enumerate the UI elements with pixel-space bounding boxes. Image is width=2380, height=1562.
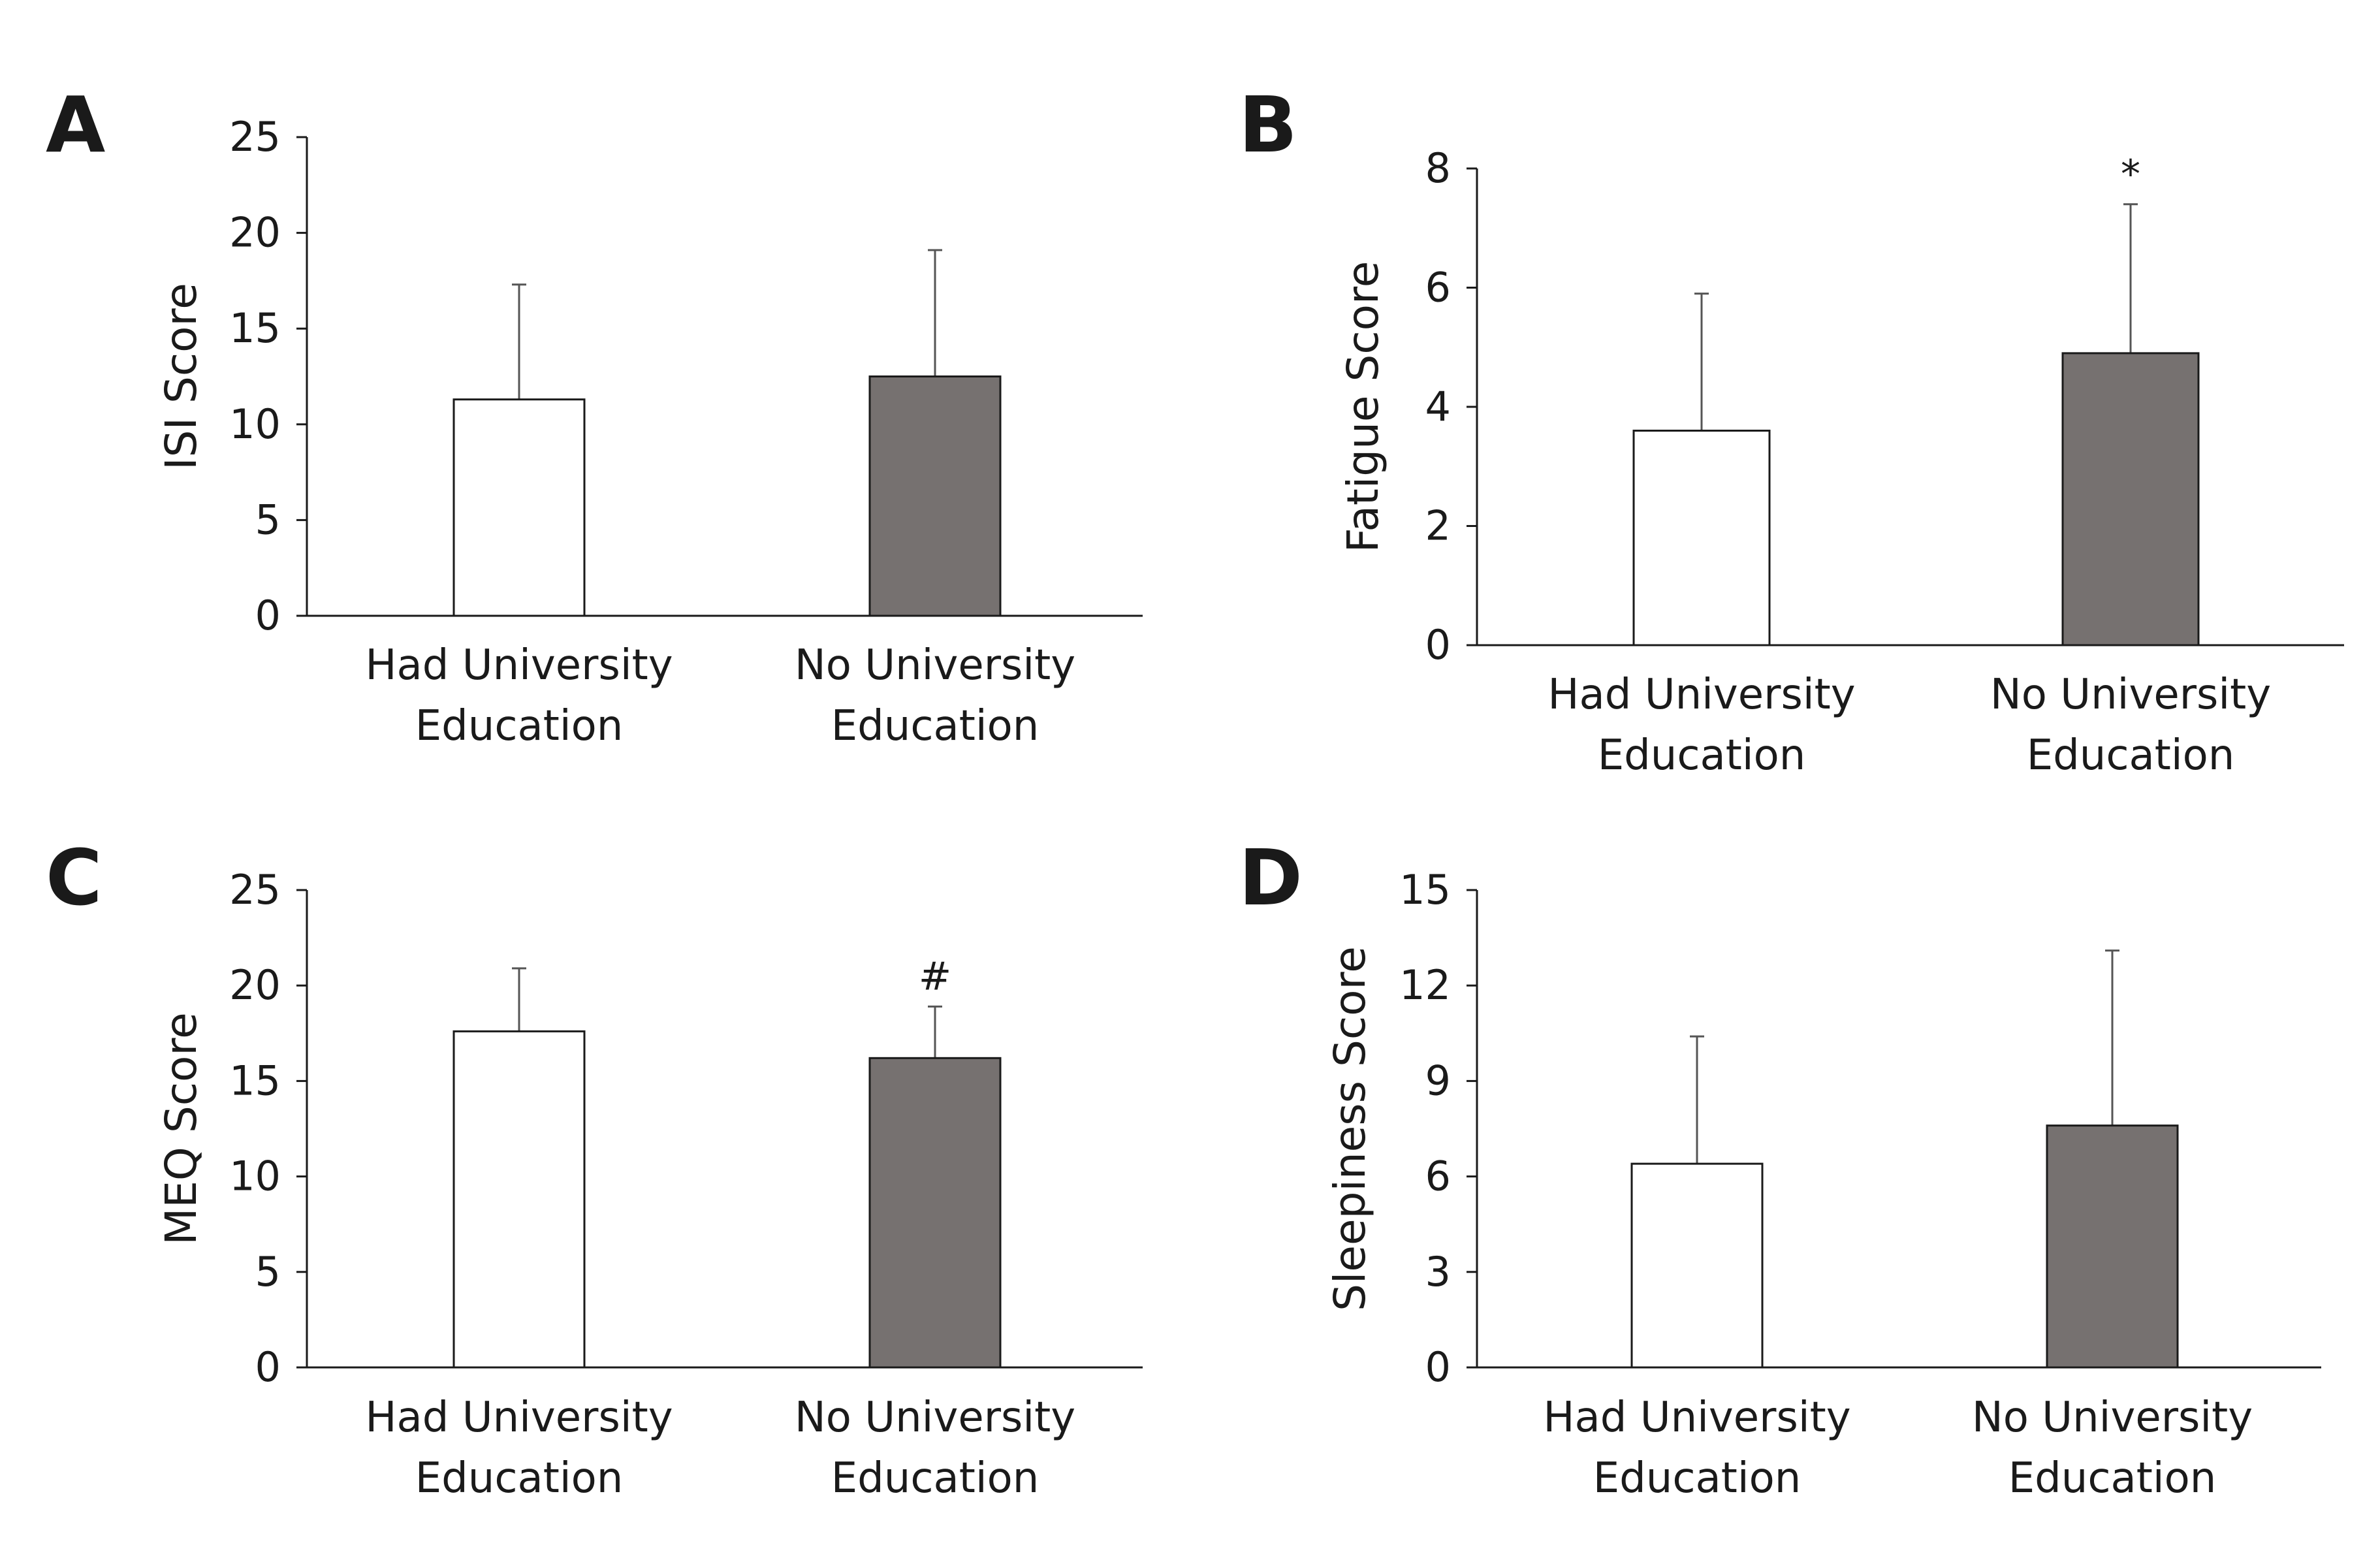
significance-mark: * — [2121, 151, 2140, 197]
panel-a: A 0 5 10 15 20 25 ISI Score Had University Educat… — [46, 80, 1143, 750]
y-tick-label: 20 — [229, 961, 281, 1009]
x-category-label: Had University — [1543, 1394, 1850, 1442]
bar-no-university — [868, 375, 1002, 617]
y-tick-label: 2 — [1425, 502, 1451, 550]
panel-c: C 0 5 10 15 20 25 MEQ Score Had University Educat… — [46, 833, 1143, 1503]
x-category-label: No University — [795, 1394, 1075, 1442]
y-tick-label: 12 — [1399, 961, 1451, 1009]
y-tick-label: 8 — [1425, 144, 1451, 192]
x-category-label: Education — [1593, 1454, 1801, 1503]
panel-letter: A — [46, 80, 105, 170]
bar-no-university — [2061, 352, 2200, 646]
x-category-label: Education — [831, 702, 1039, 750]
panel-d: D 0 3 6 9 12 15 Sleepiness Score Had University E… — [1239, 833, 2321, 1503]
x-category-label: Education — [2008, 1454, 2217, 1503]
x-category-label: No University — [795, 641, 1075, 690]
y-tick-label: 5 — [255, 1248, 281, 1296]
y-axis-title: Fatigue Score — [1338, 261, 1388, 553]
x-category-label: No University — [1990, 671, 2271, 719]
y-tick-label: 0 — [255, 1343, 281, 1391]
x-category-label: Education — [2027, 731, 2235, 780]
y-tick-label: 25 — [229, 866, 281, 914]
y-tick-label: 15 — [229, 1057, 281, 1104]
panel-letter: C — [46, 833, 103, 923]
y-axis-title: ISI Score — [156, 283, 206, 470]
x-category-label: Education — [1598, 731, 1806, 780]
x-category-label: Education — [415, 1454, 624, 1503]
y-tick-label: 15 — [1399, 866, 1451, 914]
x-category-label: Had University — [1547, 671, 1855, 719]
y-tick-label: 20 — [229, 209, 281, 257]
y-tick-label: 0 — [1425, 621, 1451, 669]
y-axis-title: Sleepiness Score — [1325, 946, 1375, 1311]
y-tick-label: 6 — [1425, 264, 1451, 311]
y-tick-label: 3 — [1425, 1248, 1451, 1296]
x-category-label: Had University — [365, 1394, 673, 1442]
panel-letter: B — [1239, 80, 1297, 170]
bar-no-university — [2046, 1124, 2179, 1369]
y-tick-label: 4 — [1425, 383, 1451, 430]
y-tick-label: 6 — [1425, 1153, 1451, 1200]
y-tick-label: 25 — [229, 113, 281, 161]
x-category-label: Education — [831, 1454, 1039, 1503]
bar-had-university — [1630, 1162, 1764, 1369]
y-tick-label: 9 — [1425, 1057, 1451, 1104]
y-tick-label: 10 — [229, 400, 281, 448]
y-tick-label: 0 — [1425, 1343, 1451, 1391]
bar-had-university — [1632, 430, 1771, 646]
y-tick-label: 0 — [255, 592, 281, 639]
x-category-label: Had University — [365, 641, 673, 690]
y-tick-label: 15 — [229, 304, 281, 352]
y-tick-label: 10 — [229, 1153, 281, 1200]
panel-b: B 0 2 4 6 8 Fatigue Score Had University Educati… — [1239, 80, 2344, 780]
bar-no-university — [868, 1057, 1002, 1369]
y-tick-label: 5 — [255, 496, 281, 543]
x-category-label: Education — [415, 702, 624, 750]
bar-had-university — [452, 1030, 586, 1369]
bar-had-university — [452, 398, 586, 617]
x-category-label: No University — [1972, 1394, 2253, 1442]
panel-letter: D — [1239, 833, 1303, 923]
significance-mark: # — [919, 953, 951, 999]
y-axis-title: MEQ Score — [156, 1012, 206, 1245]
